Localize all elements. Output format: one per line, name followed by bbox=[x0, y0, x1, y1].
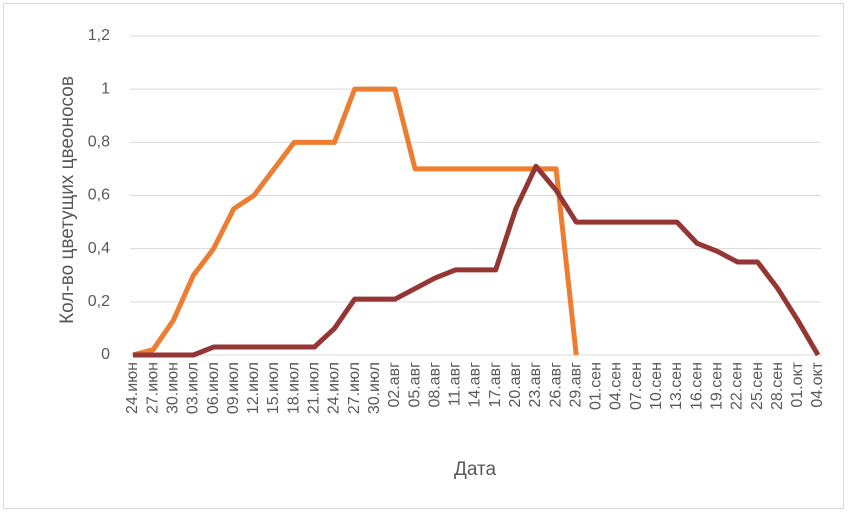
x-tick-label: 13.сен bbox=[668, 362, 685, 410]
x-tick-label: 10.сен bbox=[648, 362, 665, 410]
x-tick-label: 12.июл bbox=[245, 362, 262, 414]
y-tick-label: 0,4 bbox=[88, 240, 110, 257]
x-tick-label: 17.авг bbox=[487, 362, 504, 408]
x-tick-label: 07.сен bbox=[628, 362, 645, 410]
x-tick-label: 08.авг bbox=[426, 362, 443, 408]
x-tick-label: 22.сен bbox=[729, 362, 746, 410]
x-tick-label: 20.авг bbox=[507, 362, 524, 408]
x-tick-label: 04.сен bbox=[608, 362, 625, 410]
y-axis-title: Кол-во цветущих цвеоносов bbox=[57, 76, 78, 324]
y-tick-label: 0,2 bbox=[88, 293, 110, 310]
y-tick-label: 0 bbox=[101, 346, 110, 363]
x-tick-label: 05.авг bbox=[406, 362, 423, 408]
x-tick-label: 26.авг bbox=[547, 362, 564, 408]
series-line bbox=[133, 163, 821, 358]
x-tick-label: 27.июн bbox=[144, 362, 161, 414]
x-tick-label: 06.июл bbox=[205, 362, 222, 414]
x-tick-label: 15.июл bbox=[265, 362, 282, 414]
x-tick-label: 25.сен bbox=[749, 362, 766, 410]
x-tick-label: 16.сен bbox=[688, 362, 705, 410]
y-tick-label: 0,6 bbox=[88, 187, 110, 204]
x-tick-label: 01.сен bbox=[588, 362, 605, 410]
x-tick-label: 09.июл bbox=[225, 362, 242, 414]
series-line bbox=[132, 86, 579, 358]
x-tick-label: 19.сен bbox=[708, 362, 725, 410]
x-tick-label: 24.июл bbox=[326, 362, 343, 414]
x-tick-label: 04.окт bbox=[809, 361, 826, 407]
y-tick-label: 1,2 bbox=[88, 27, 110, 44]
x-axis-title: Дата bbox=[454, 459, 497, 480]
x-tick-label: 18.июл bbox=[285, 362, 302, 414]
x-tick-label: 30.июн bbox=[165, 362, 182, 414]
x-tick-label: 21.июл bbox=[306, 362, 323, 414]
x-tick-label: 03.июл bbox=[185, 362, 202, 414]
x-tick-label: 30.июл bbox=[366, 362, 383, 414]
x-tick-label: 01.окт bbox=[789, 361, 806, 407]
x-tick-label: 28.сен bbox=[769, 362, 786, 410]
x-tick-label: 02.авг bbox=[386, 362, 403, 408]
x-tick-label: 27.июл bbox=[346, 362, 363, 414]
y-tick-label: 0,8 bbox=[88, 134, 110, 151]
y-tick-label: 1 bbox=[101, 80, 110, 97]
x-tick-label: 11.авг bbox=[447, 362, 464, 406]
x-tick-label: 29.авг bbox=[567, 362, 584, 408]
x-tick-label: 14.авг bbox=[467, 362, 484, 408]
x-tick-label: 24.июн bbox=[124, 362, 141, 414]
x-tick-label: 23.авг bbox=[527, 362, 544, 408]
chart-border bbox=[3, 3, 844, 509]
